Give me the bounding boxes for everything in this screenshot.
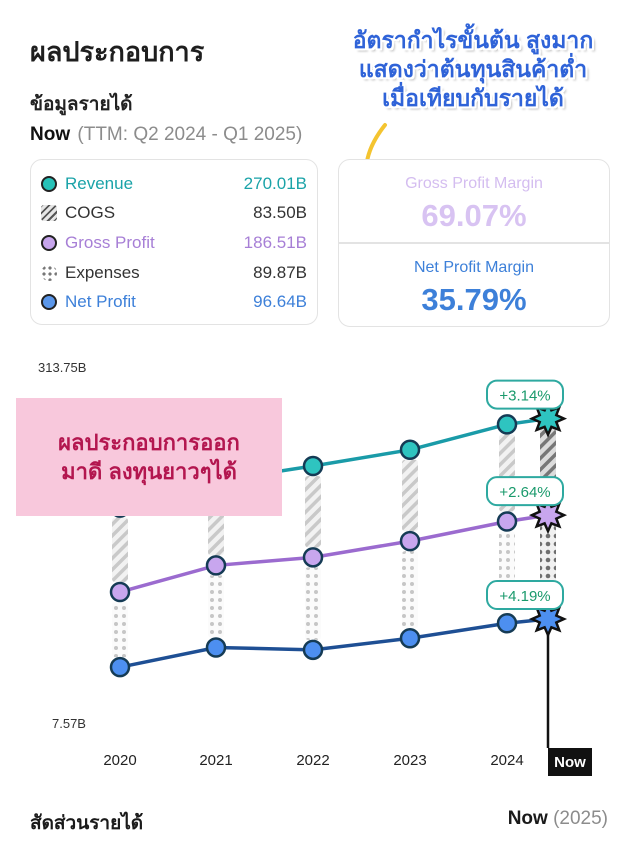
legend-row-cogs[interactable]: COGS 83.50B	[41, 201, 307, 225]
data-point	[205, 637, 227, 658]
growth-badge	[486, 580, 564, 611]
data-point	[496, 511, 518, 532]
cogs-band	[305, 475, 321, 548]
x-tick-label: 2024	[490, 752, 523, 769]
annotation-pink-line: มาดี ลงทุนยาวๆได้	[61, 459, 237, 484]
revenue-share-heading: สัดส่วนรายได้	[30, 813, 144, 834]
annotation-blue-line: เมื่อเทียบกับรายได้	[382, 85, 564, 111]
legend-label: Gross Profit	[65, 233, 155, 252]
gross-margin-value: 69.07%	[421, 198, 527, 233]
dots-icon	[41, 265, 57, 281]
net-margin-value: 35.79%	[421, 282, 527, 317]
now-star-marker	[528, 399, 568, 438]
legend-row-revenue[interactable]: Revenue 270.01B	[41, 172, 307, 196]
legend-value: 83.50B	[253, 203, 307, 222]
x-tick-label: 2023	[393, 752, 426, 769]
star-icon	[41, 235, 57, 251]
now-label: Now	[554, 754, 586, 771]
growth-badge-text: +4.19%	[499, 588, 550, 605]
legend-value: 89.87B	[253, 263, 307, 282]
legend-value: 186.51B	[243, 233, 307, 252]
growth-badge	[486, 379, 564, 410]
growth-badge-text: +2.64%	[499, 484, 550, 501]
gross-margin-label: Gross Profit Margin	[405, 175, 543, 192]
data-point	[205, 555, 227, 576]
data-point	[399, 628, 421, 649]
period-label: Now (TTM: Q2 2024 - Q1 2025)	[30, 124, 302, 146]
expenses-band	[305, 567, 321, 640]
data-point	[399, 530, 421, 552]
legend-card: Revenue 270.01B COGS 83.50B Gross Profit…	[30, 159, 318, 325]
legend-row-gross-profit[interactable]: Gross Profit 186.51B	[41, 231, 307, 255]
legend-value: 270.01B	[243, 174, 307, 193]
legend-value: 96.64B	[253, 292, 307, 311]
period-now: Now	[507, 808, 548, 829]
annotation-blue: อัตรากำไรขั้นต้น สูงมาก แสดงว่าต้นทุนสิน…	[328, 26, 618, 113]
growth-badge-text: +3.14%	[499, 388, 550, 405]
data-point	[496, 414, 518, 435]
expenses-band	[402, 551, 418, 629]
data-point	[302, 547, 324, 568]
period-now: Now	[30, 124, 71, 145]
data-point	[109, 581, 131, 603]
now-label-box	[548, 748, 592, 776]
hatch-icon	[41, 205, 57, 221]
period-ttm: (TTM: Q2 2024 - Q1 2025)	[77, 124, 303, 145]
y-axis-min-label: 7.57B	[52, 716, 86, 731]
cogs-band	[402, 459, 418, 532]
legend-label: Expenses	[65, 263, 140, 282]
growth-badge	[486, 476, 564, 507]
expenses-band	[112, 602, 128, 658]
star-icon	[41, 176, 57, 192]
annotation-pink-line: ผลประกอบการออก	[58, 430, 240, 455]
x-tick-label: 2021	[199, 752, 232, 769]
legend-row-net-profit[interactable]: Net Profit 96.64B	[41, 290, 307, 314]
revenue-share-period[interactable]: Now (2025)	[508, 808, 608, 830]
y-axis-max-label: 313.75B	[38, 360, 86, 375]
data-point	[399, 439, 421, 461]
legend-label: COGS	[65, 203, 116, 222]
data-point	[302, 455, 324, 477]
margin-card: Gross Profit Margin 69.07% Net Profit Ma…	[338, 159, 610, 327]
legend-row-expenses[interactable]: Expenses 89.87B	[41, 261, 307, 285]
net-margin-label: Net Profit Margin	[413, 259, 535, 276]
legend-label: Revenue	[65, 174, 134, 193]
page-title: ผลประกอบการ	[30, 37, 205, 67]
series-line	[119, 513, 549, 594]
annotation-blue-line: แสดงว่าต้นทุนสินค้าต่ำ	[358, 56, 588, 82]
annotation-blue-line: อัตรากำไรขั้นต้น สูงมาก	[352, 27, 594, 53]
x-tick-label: 2022	[296, 752, 329, 769]
now-star-marker	[528, 496, 568, 535]
margin-divider	[339, 242, 609, 244]
x-tick-label: 2020	[103, 752, 136, 769]
data-point	[302, 639, 324, 661]
profit-chart: 313.75B 7.57B +3.14% +2.64% +4.19% 2020 2021 20…	[38, 360, 592, 776]
cogs-band	[112, 517, 128, 583]
now-star-marker	[528, 599, 568, 639]
expenses-band	[208, 575, 224, 638]
section-subtitle: ข้อมูลรายได้	[30, 94, 133, 115]
period-year: (2025)	[553, 808, 608, 829]
star-icon	[41, 294, 57, 310]
annotation-pink: ผลประกอบการออก มาดี ลงทุนยาวๆได้	[16, 398, 282, 516]
data-point	[496, 612, 518, 634]
series-line	[119, 617, 549, 669]
legend-label: Net Profit	[65, 292, 136, 311]
data-point	[109, 656, 131, 678]
